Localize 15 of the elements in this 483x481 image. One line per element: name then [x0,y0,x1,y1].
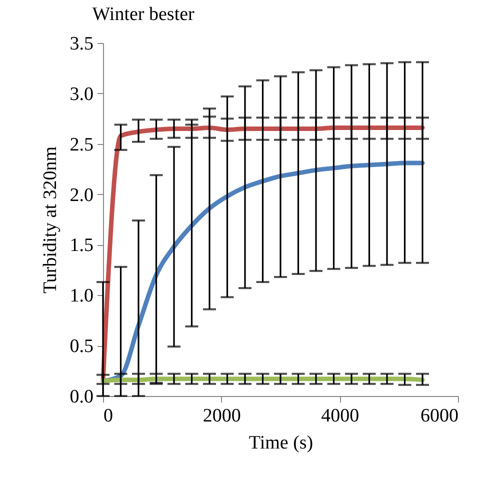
y-tick-label: 2.5 [70,134,94,156]
y-tick-label: 0.0 [70,386,94,408]
y-axis-title: Turbidity at 320nm [40,146,61,294]
x-axis-title: Time (s) [248,432,314,454]
x-tick-label: 6000 [420,406,458,426]
y-tick-label: 1.0 [70,286,94,307]
x-tick-label: 4000 [321,406,360,426]
y-tick-label: 3.5 [70,34,94,54]
chart-title: Winter bester [92,4,196,25]
y-tick-label: 2.0 [70,184,94,206]
x-tick-label: 2000 [202,406,241,426]
x-tick-label: 0 [104,406,113,426]
y-tick-label: 0.5 [70,336,94,358]
y-tick-label: 3.0 [70,84,94,105]
y-tick-label: 1.5 [70,235,94,256]
